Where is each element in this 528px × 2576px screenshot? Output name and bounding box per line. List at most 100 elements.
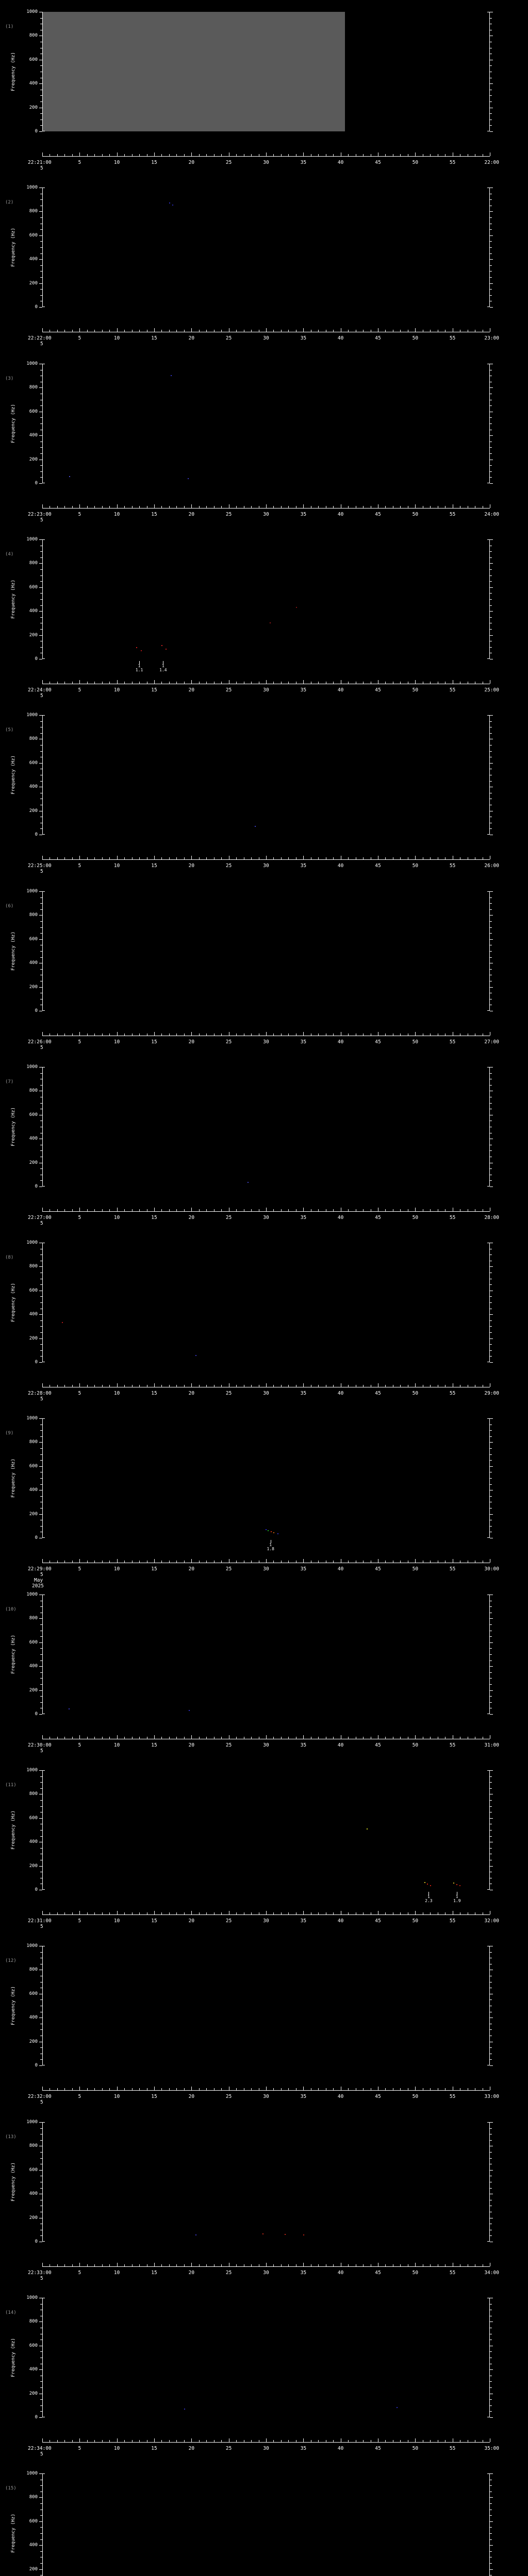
y-axis-tick-right [490, 1362, 493, 1363]
time-axis-tick [94, 330, 95, 332]
time-axis-tick [415, 1735, 416, 1739]
y-axis-tick-right [490, 1266, 493, 1267]
time-axis-tick [385, 1033, 386, 1036]
time-axis-tick-label: 40 [337, 512, 344, 517]
y-axis-tick-label: 1000 [26, 1943, 38, 1948]
time-axis-tick [348, 2264, 349, 2266]
panel-end-time-label: 30:00 [484, 1566, 499, 1572]
time-axis-tick [94, 1385, 95, 1387]
y-axis-tick-right [490, 1770, 493, 1771]
time-axis-tick [184, 682, 185, 684]
time-axis-tick [72, 2088, 73, 2090]
time-axis-tick [57, 857, 58, 859]
time-axis-tick [124, 682, 125, 684]
time-axis-tick [303, 504, 304, 508]
time-axis-tick [102, 154, 103, 156]
y-axis-tick [40, 2381, 42, 2382]
time-axis-tick [191, 152, 192, 156]
y-axis-tick-right [490, 1618, 493, 1619]
time-axis-tick [251, 154, 252, 156]
y-axis-tick-right [490, 1866, 493, 1867]
time-axis-tick [236, 857, 237, 859]
time-axis-tick [206, 154, 207, 156]
time-axis-tick-label: 15 [151, 160, 157, 165]
time-axis-tick [199, 330, 200, 332]
time-axis-tick [169, 506, 170, 508]
spectrogram-data-point [140, 650, 142, 651]
y-axis-tick [40, 733, 42, 734]
y-axis-tick-right [490, 2551, 492, 2552]
time-axis-tick [206, 682, 207, 684]
time-axis-tick-label: 40 [337, 160, 344, 165]
time-axis-tick [87, 330, 88, 332]
time-axis-tick [57, 1209, 58, 1211]
time-axis-tick [94, 2440, 95, 2442]
y-axis-tick [39, 891, 42, 892]
time-axis-tick [266, 1911, 267, 1914]
time-axis-tick [154, 1383, 155, 1387]
y-axis-tick [39, 83, 42, 84]
time-axis-tick [385, 1561, 386, 1563]
y-axis-tick-right [490, 1806, 492, 1807]
y-axis-tick [40, 65, 42, 66]
y-axis-tick [40, 1660, 42, 1661]
time-axis-tick-label: 35 [300, 863, 307, 869]
time-axis-tick [333, 330, 334, 332]
y-axis-tick [39, 1314, 42, 1315]
time-axis-tick [288, 857, 289, 859]
y-axis-tick-right [490, 1103, 492, 1104]
time-axis-tick [154, 504, 155, 508]
y-axis-tick-right [490, 763, 493, 764]
time-axis-tick [221, 1033, 222, 1036]
time-axis-tick [64, 1737, 65, 1739]
y-axis-tick [40, 551, 42, 552]
time-axis-tick [154, 152, 155, 156]
y-axis-tick-label: 1000 [26, 1240, 38, 1245]
time-axis-tick [184, 857, 185, 859]
y-axis-title: Frequency (Hz) [11, 1810, 16, 1850]
time-axis-tick [333, 1737, 334, 1739]
y-axis-tick [40, 1496, 42, 1497]
y-axis-tick [40, 1952, 42, 1953]
time-axis-tick [72, 1209, 73, 1211]
time-axis-tick-label: 20 [188, 2270, 195, 2276]
y-axis-tick [39, 1618, 42, 1619]
panel-start-time-label: 22:22:00 [28, 335, 52, 341]
y-axis-tick-label: 0 [35, 1535, 38, 1540]
time-axis-tick-label: 10 [113, 1039, 120, 1045]
spectrogram-data-point [195, 1355, 196, 1357]
time-axis-tick [281, 506, 282, 508]
y-axis-tick-label: 400 [29, 81, 38, 86]
time-axis-tick [430, 2264, 431, 2266]
time-axis-tick [333, 1209, 334, 1211]
time-axis-tick-label: 10 [113, 1566, 120, 1572]
time-axis-tick-label: 5 [78, 2446, 81, 2451]
time-axis-tick [79, 2263, 80, 2266]
time-axis-line [42, 1914, 490, 1915]
time-axis-tick [430, 1737, 431, 1739]
axis-corner-tick [487, 2122, 489, 2123]
axis-corner-tick [487, 1186, 489, 1187]
time-axis-tick-label: 45 [375, 1391, 381, 1396]
time-axis-tick [445, 2088, 446, 2090]
time-axis-tick [72, 1561, 73, 1563]
time-axis-tick [132, 857, 133, 859]
time-axis-tick-label: 45 [375, 1215, 381, 1221]
y-axis-tick-right [490, 828, 492, 829]
time-axis-tick [266, 1735, 267, 1739]
panel-end-time-label: 22:00 [484, 160, 499, 165]
time-axis-tick [385, 682, 386, 684]
time-axis-tick [445, 154, 446, 156]
spectrogram-data-point [169, 202, 170, 204]
y-axis-tick-right [490, 1952, 492, 1953]
time-axis-tick [161, 2264, 162, 2266]
y-axis-tick [39, 235, 42, 236]
time-axis-tick [191, 1032, 192, 1036]
spectrogram-data-point [188, 1710, 190, 1711]
y-axis-tick-right [490, 1642, 493, 1643]
y-axis-tick-label: 600 [29, 1464, 38, 1469]
y-axis-tick [39, 1642, 42, 1643]
time-axis-tick [94, 682, 95, 684]
time-axis-tick [117, 1208, 118, 1211]
time-axis-tick [199, 1209, 200, 1211]
